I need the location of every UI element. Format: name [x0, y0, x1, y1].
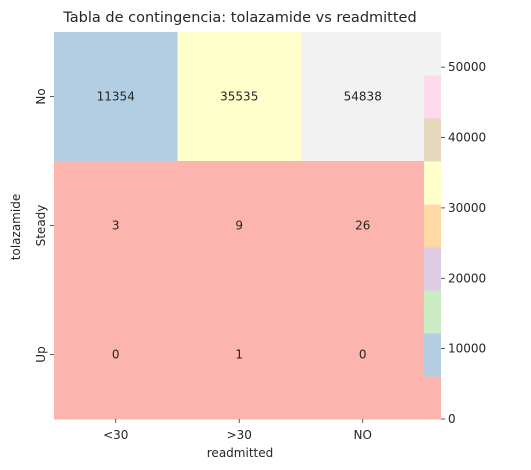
cell-value-label: 54838 — [344, 90, 382, 104]
colorbar-segment — [424, 376, 441, 420]
heatmap-annotations: 11354 35535 54838 3 9 26 0 1 0 — [97, 90, 382, 362]
cell-value-label: 0 — [359, 348, 367, 362]
cell-value-label: 26 — [355, 219, 370, 233]
colorbar-segment — [424, 204, 441, 248]
y-axis-ticks: No Steady Up — [34, 88, 54, 363]
chart-title: Tabla de contingencia: tolazamide vs rea… — [62, 10, 416, 26]
colorbar-tick-label: 20000 — [448, 271, 486, 285]
x-tick-label: <30 — [103, 428, 128, 442]
y-tick-label: Up — [34, 346, 48, 362]
x-tick-label: >30 — [227, 428, 252, 442]
cell-value-label: 9 — [235, 219, 243, 233]
colorbar-tick-label: 50000 — [448, 60, 486, 74]
cell-value-label: 0 — [112, 348, 120, 362]
heatmap-cell — [177, 290, 302, 420]
heatmap-cell — [54, 161, 178, 291]
colorbar-tick-label: 0 — [448, 412, 456, 426]
heatmap-cell — [301, 290, 425, 420]
colorbar-segment — [424, 32, 441, 76]
x-tick-label: NO — [354, 428, 372, 442]
x-axis-label: readmitted — [207, 446, 273, 460]
heatmap-cell — [54, 32, 178, 162]
cell-value-label: 1 — [235, 348, 243, 362]
colorbar-segment — [424, 118, 441, 162]
colorbar-segment — [424, 290, 441, 334]
colorbar-tick-label: 40000 — [448, 131, 486, 145]
heatmap-cells — [54, 32, 425, 420]
heatmap-cell — [177, 161, 302, 291]
cell-value-label: 11354 — [97, 90, 135, 104]
heatmap-cell — [301, 161, 425, 291]
colorbar-segment — [424, 333, 441, 377]
colorbar-segment — [424, 247, 441, 291]
x-axis-ticks: <30 >30 NO — [103, 419, 372, 442]
cell-value-label: 35535 — [220, 90, 258, 104]
y-axis-label: tolazamide — [9, 194, 23, 260]
y-tick-label: No — [34, 88, 48, 104]
heatmap-cell — [177, 32, 302, 162]
y-tick-label: Steady — [34, 205, 48, 247]
cell-value-label: 3 — [112, 219, 120, 233]
colorbar-tick-label: 30000 — [448, 201, 486, 215]
colorbar-tick-label: 10000 — [448, 342, 486, 356]
colorbar-segment — [424, 161, 441, 205]
heatmap-cell — [54, 290, 178, 420]
colorbar-segment — [424, 75, 441, 119]
heatmap-cell — [301, 32, 425, 162]
colorbar: 0 10000 20000 30000 40000 50000 — [424, 32, 486, 426]
